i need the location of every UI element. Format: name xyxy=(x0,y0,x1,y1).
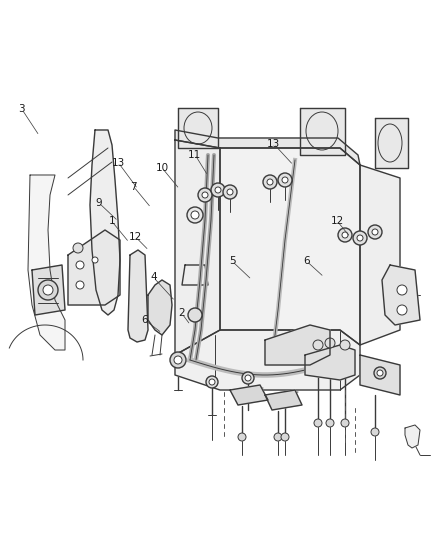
Circle shape xyxy=(314,419,322,427)
Polygon shape xyxy=(220,148,360,345)
Circle shape xyxy=(278,173,292,187)
Circle shape xyxy=(73,243,83,253)
Circle shape xyxy=(215,187,221,193)
Polygon shape xyxy=(305,345,355,380)
Circle shape xyxy=(368,225,382,239)
Circle shape xyxy=(397,305,407,315)
Circle shape xyxy=(325,338,335,348)
Circle shape xyxy=(227,189,233,195)
Polygon shape xyxy=(28,175,65,350)
Circle shape xyxy=(267,179,273,185)
Circle shape xyxy=(242,372,254,384)
Polygon shape xyxy=(182,265,208,285)
Text: 11: 11 xyxy=(188,150,201,159)
Polygon shape xyxy=(175,130,360,165)
Text: 6: 6 xyxy=(303,256,310,266)
Circle shape xyxy=(76,281,84,289)
Text: 1: 1 xyxy=(108,216,115,226)
Circle shape xyxy=(245,375,251,381)
Text: 13: 13 xyxy=(267,139,280,149)
Circle shape xyxy=(198,188,212,202)
Circle shape xyxy=(313,340,323,350)
Polygon shape xyxy=(175,330,360,390)
Text: 4: 4 xyxy=(150,272,157,282)
Text: 10: 10 xyxy=(155,163,169,173)
Polygon shape xyxy=(178,108,218,148)
Text: 13: 13 xyxy=(112,158,125,167)
Polygon shape xyxy=(300,108,345,155)
Circle shape xyxy=(371,428,379,436)
Circle shape xyxy=(38,280,58,300)
Circle shape xyxy=(357,235,363,241)
Circle shape xyxy=(397,285,407,295)
Circle shape xyxy=(238,433,246,441)
Text: 9: 9 xyxy=(95,198,102,207)
Circle shape xyxy=(372,229,378,235)
Polygon shape xyxy=(405,425,420,448)
Circle shape xyxy=(341,419,349,427)
Circle shape xyxy=(187,207,203,223)
Text: 12: 12 xyxy=(331,216,344,226)
Polygon shape xyxy=(265,390,302,410)
Polygon shape xyxy=(360,165,400,345)
Circle shape xyxy=(263,175,277,189)
Polygon shape xyxy=(90,130,120,315)
Polygon shape xyxy=(175,140,220,355)
Polygon shape xyxy=(265,325,330,365)
Polygon shape xyxy=(360,355,400,395)
Polygon shape xyxy=(382,265,420,325)
Circle shape xyxy=(223,185,237,199)
Circle shape xyxy=(340,340,350,350)
Polygon shape xyxy=(32,265,65,315)
Polygon shape xyxy=(375,118,408,168)
Circle shape xyxy=(202,192,208,198)
Circle shape xyxy=(274,433,282,441)
Circle shape xyxy=(326,419,334,427)
Polygon shape xyxy=(128,250,148,342)
Circle shape xyxy=(191,211,199,219)
Text: 12: 12 xyxy=(129,232,142,242)
Circle shape xyxy=(92,257,98,263)
Text: 2: 2 xyxy=(178,309,185,318)
Text: 5: 5 xyxy=(229,256,236,266)
Circle shape xyxy=(174,356,182,364)
Polygon shape xyxy=(148,280,172,335)
Text: 7: 7 xyxy=(130,182,137,191)
Circle shape xyxy=(281,433,289,441)
Circle shape xyxy=(206,376,218,388)
Polygon shape xyxy=(68,230,120,305)
Circle shape xyxy=(209,379,215,385)
Circle shape xyxy=(211,183,225,197)
Circle shape xyxy=(338,228,352,242)
Circle shape xyxy=(76,261,84,269)
Text: 6: 6 xyxy=(141,315,148,325)
Circle shape xyxy=(188,308,202,322)
Text: 3: 3 xyxy=(18,104,25,114)
Circle shape xyxy=(377,370,383,376)
Circle shape xyxy=(353,231,367,245)
Circle shape xyxy=(342,232,348,238)
Polygon shape xyxy=(230,385,268,405)
Circle shape xyxy=(170,352,186,368)
Circle shape xyxy=(374,367,386,379)
Circle shape xyxy=(43,285,53,295)
Circle shape xyxy=(282,177,288,183)
